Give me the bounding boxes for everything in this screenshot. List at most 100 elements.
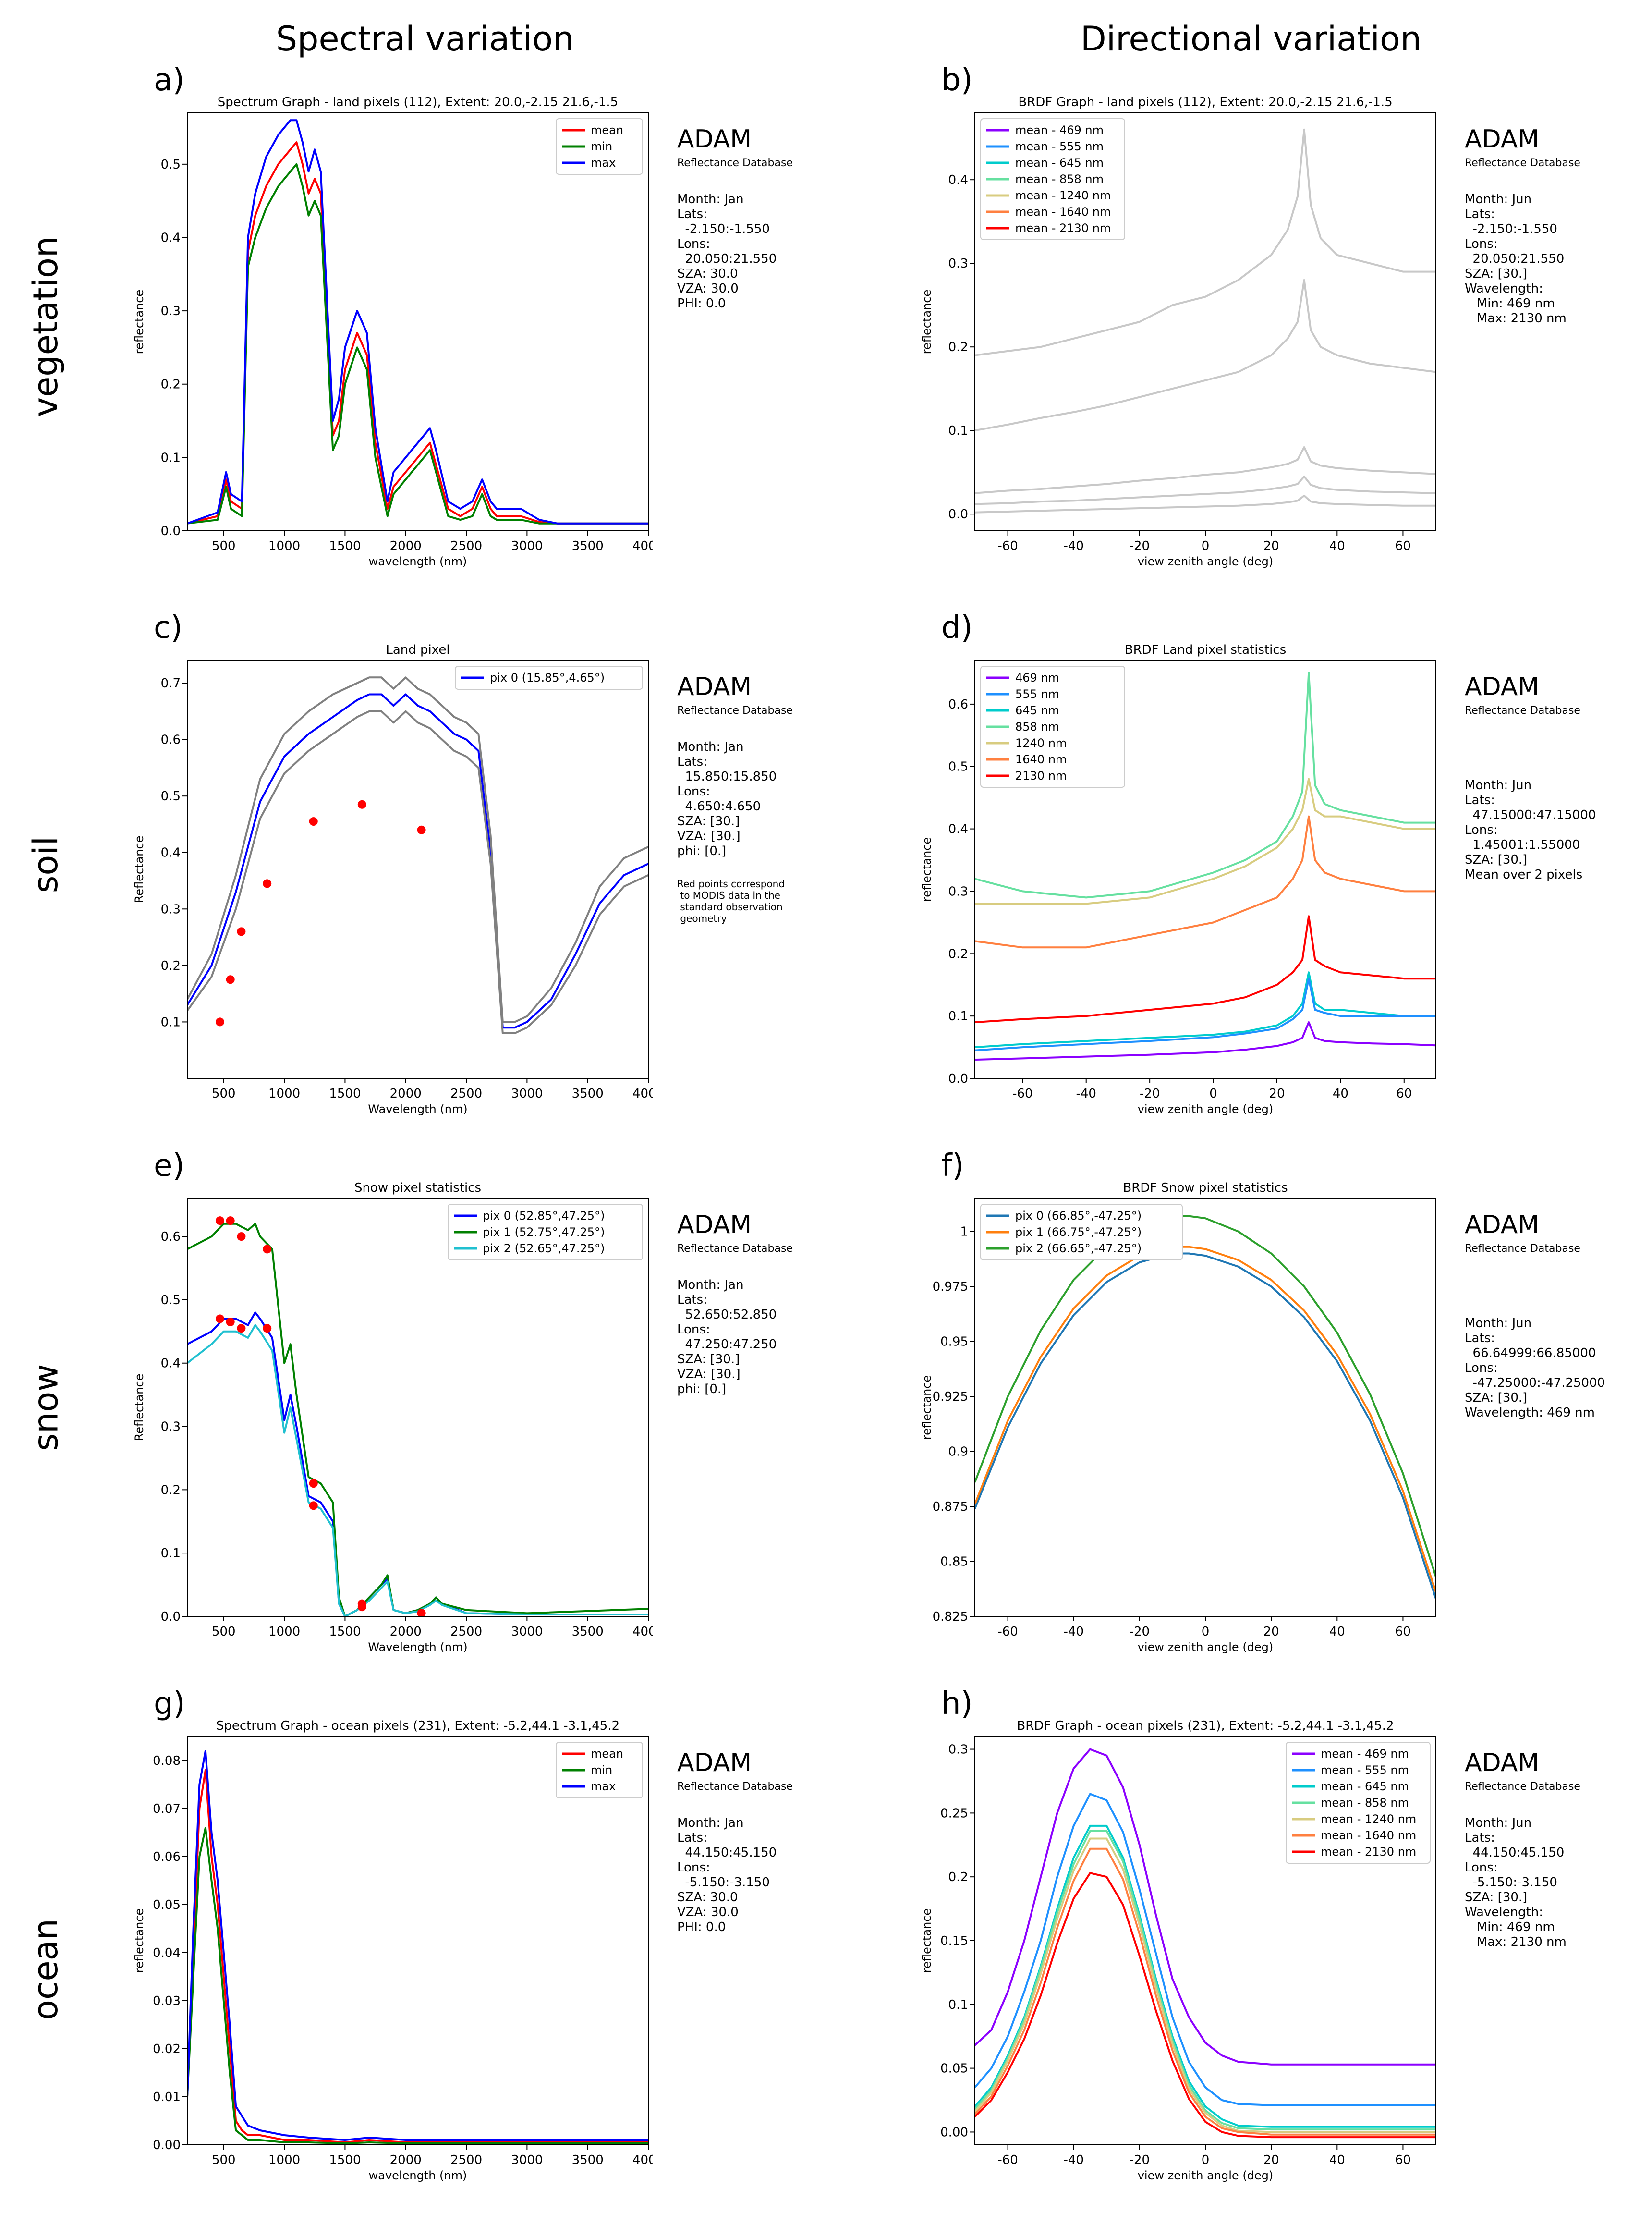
info-box: ADAM Reflectance Database Month: Jun Lats:… xyxy=(1465,1748,1580,1950)
series-line-2 xyxy=(975,815,1436,949)
plot-area xyxy=(975,672,1436,1061)
x-tick-label: 1500 xyxy=(329,1625,361,1639)
panel-a-vegetation-spectrum: a) Spectrum Graph - land pixels (112), Ex… xyxy=(125,62,793,596)
legend-box xyxy=(1286,1742,1431,1864)
x-tick-label: 60 xyxy=(1395,539,1411,553)
y-tick-label: 0.1 xyxy=(948,1998,968,2012)
brand-subtitle: Reflectance Database xyxy=(1465,1243,1580,1255)
chart-svg: Spectrum Graph - land pixels (112), Exte… xyxy=(133,95,653,568)
y-tick-label: 0.3 xyxy=(948,1743,968,1757)
y-tick-label: 0.2 xyxy=(161,959,181,973)
y-tick-label: 0.1 xyxy=(948,424,968,438)
y-tick-label: 0.2 xyxy=(161,1483,181,1497)
legend-entry: min xyxy=(591,1763,612,1777)
chart-svg: Spectrum Graph - ocean pixels (231), Ext… xyxy=(133,1719,653,2182)
y-tick-label: 0.1 xyxy=(161,451,181,465)
series-line-1 xyxy=(187,163,648,525)
x-tick-label: 2500 xyxy=(450,1087,482,1101)
y-tick-label: 0.825 xyxy=(933,1610,968,1624)
panel-label: d) xyxy=(941,610,973,646)
x-tick-label: 2000 xyxy=(390,1625,422,1639)
legend-entry: mean - 555 nm xyxy=(1321,1763,1409,1777)
y-tick-label: 0.3 xyxy=(948,884,968,899)
y-axis-label: reflectance xyxy=(920,1908,934,1973)
y-tick-label: 0.6 xyxy=(161,1230,181,1244)
plot-frame xyxy=(187,1198,649,1617)
x-tick-label: 40 xyxy=(1333,1087,1348,1101)
brand-subtitle: Reflectance Database xyxy=(1465,1781,1580,1793)
modis-point xyxy=(309,1501,318,1510)
legend-entry: pix 2 (52.65°,47.25°) xyxy=(483,1242,605,1255)
y-tick-label: 0.5 xyxy=(161,1293,181,1308)
modis-point xyxy=(215,1216,224,1225)
x-tick-label: 1500 xyxy=(329,539,361,553)
x-tick-label: 500 xyxy=(212,1087,236,1101)
panel-c-soil-spectrum: c) Land pixel 500 1000 1500 2000 2500 3000 3500 4… xyxy=(125,610,793,1143)
x-tick-label: 3500 xyxy=(572,539,604,553)
panel-h-ocean-brdf: h) BRDF Graph - ocean pixels (231), Exten… xyxy=(912,1686,1580,2210)
y-tick-label: 0.4 xyxy=(161,231,181,245)
chart-svg: BRDF Graph - ocean pixels (231), Extent:… xyxy=(920,1719,1436,2182)
y-tick-label: 0.15 xyxy=(940,1934,968,1948)
x-tick-label: 2500 xyxy=(450,1625,482,1639)
chart-title: Snow pixel statistics xyxy=(354,1181,481,1195)
series-line-0 xyxy=(187,141,648,525)
chart-title: BRDF Graph - ocean pixels (231), Extent:… xyxy=(1017,1719,1394,1733)
chart-title: BRDF Land pixel statistics xyxy=(1125,643,1287,657)
row-label-soil: soil xyxy=(0,745,91,985)
x-tick-label: 0 xyxy=(1202,539,1210,553)
series-line-0 xyxy=(975,1252,1436,1600)
series-line-0 xyxy=(975,128,1436,356)
x-axis-label: wavelength (nm) xyxy=(369,555,467,568)
legend-entry: 469 nm xyxy=(1015,671,1059,685)
y-tick-label: 0.5 xyxy=(948,760,968,774)
y-axis-label: reflectance xyxy=(920,290,934,354)
legend-entry: pix 0 (52.85°,47.25°) xyxy=(483,1209,605,1223)
modis-point xyxy=(417,825,426,834)
y-tick-label: 0.0 xyxy=(161,1610,181,1624)
y-tick-label: 0.01 xyxy=(153,2090,181,2104)
modis-point xyxy=(357,1602,366,1612)
series-line-2 xyxy=(187,1750,648,2141)
y-tick-label: 0.9 xyxy=(948,1445,968,1459)
y-tick-label: 1 xyxy=(960,1225,968,1239)
brand-name: ADAM xyxy=(677,1748,752,1777)
info-box: ADAM Reflectance Database Month: Jan Lats:… xyxy=(677,1748,793,1935)
row-label-vegetation: vegetation xyxy=(0,207,91,447)
x-tick-label: 1000 xyxy=(268,2153,300,2167)
row-label-snow: snow xyxy=(0,1287,91,1528)
y-tick-label: 0.0 xyxy=(948,1072,968,1086)
info-box: ADAM Reflectance Database Month: Jan Lats:… xyxy=(677,672,793,924)
x-tick-label: -40 xyxy=(1076,1087,1096,1101)
panel-label: e) xyxy=(154,1148,185,1184)
series-line-2 xyxy=(975,446,1436,494)
y-tick-label: 0.4 xyxy=(161,846,181,860)
y-tick-label: 0.925 xyxy=(933,1390,968,1404)
brand-subtitle: Reflectance Database xyxy=(1465,705,1580,717)
y-tick-label: 0.04 xyxy=(153,1946,181,1960)
x-tick-label: 3000 xyxy=(511,2153,543,2167)
row-label-text: soil xyxy=(25,836,65,893)
series-line-0 xyxy=(187,693,648,1029)
plot-area xyxy=(187,676,648,1034)
legend-entry: mean xyxy=(591,1747,623,1761)
legend-box xyxy=(455,666,643,690)
x-tick-label: 2000 xyxy=(390,539,422,553)
series-line-1 xyxy=(975,1246,1436,1593)
y-tick-label: 0.2 xyxy=(948,340,968,355)
x-tick-label: 1000 xyxy=(268,1625,300,1639)
panel-label: h) xyxy=(941,1686,973,1722)
series-line-2 xyxy=(975,1215,1436,1577)
panel-d-soil-brdf: d) BRDF Land pixel statistics -60 -40 -20 0 20… xyxy=(912,610,1596,1143)
x-tick-label: -60 xyxy=(997,2153,1018,2167)
modis-point xyxy=(237,1232,246,1241)
legend-entry: mean - 645 nm xyxy=(1015,156,1104,170)
y-tick-label: 0.05 xyxy=(940,2062,968,2076)
legend-entry: 1240 nm xyxy=(1015,736,1067,750)
x-tick-label: 20 xyxy=(1263,539,1279,553)
y-tick-label: 0.00 xyxy=(153,2138,181,2152)
x-tick-label: 2000 xyxy=(390,1087,422,1101)
x-tick-label: 1500 xyxy=(329,2153,361,2167)
legend-entry: min xyxy=(591,140,612,153)
